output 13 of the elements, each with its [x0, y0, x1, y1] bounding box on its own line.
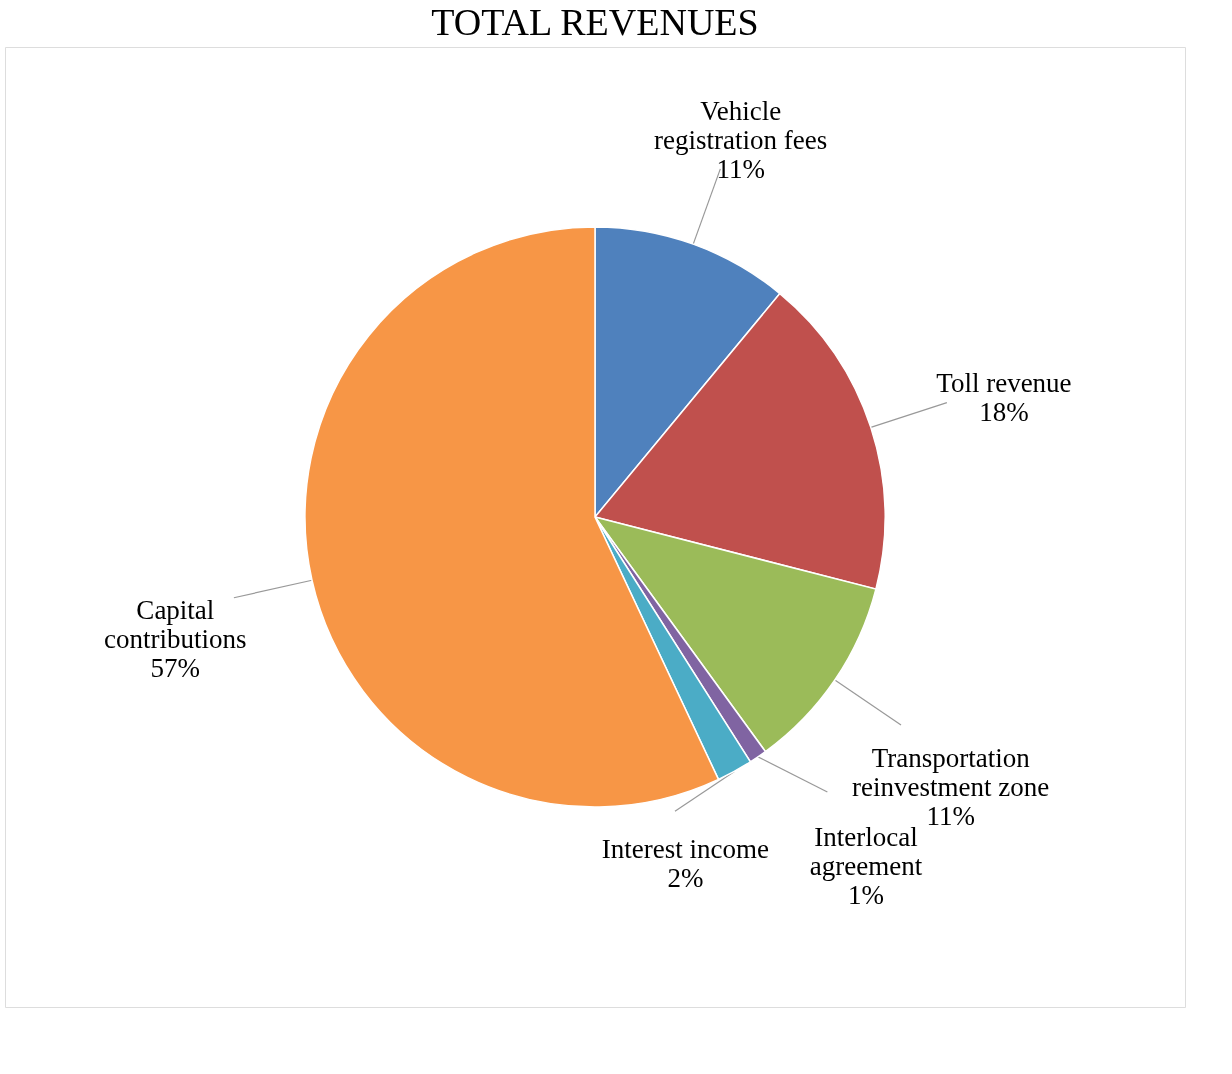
data-label: 57% [150, 652, 201, 683]
data-label: 1% [848, 879, 885, 910]
slice-label: Interest income [601, 833, 770, 864]
slice-label: Transportation reinvestment zone [852, 742, 1050, 802]
slice-label: Capital contributions [104, 594, 247, 654]
slice-label: Toll revenue [936, 368, 1072, 399]
data-label: 18% [979, 397, 1029, 428]
data-label: 2% [667, 862, 704, 893]
slice-label: Interlocal agreement [809, 821, 923, 881]
data-label: 11% [926, 800, 975, 831]
chart-title: TOTAL REVENUES [431, 1, 759, 43]
slice-label: Vehicle registration fees [654, 96, 828, 156]
data-label: 11% [716, 154, 765, 185]
